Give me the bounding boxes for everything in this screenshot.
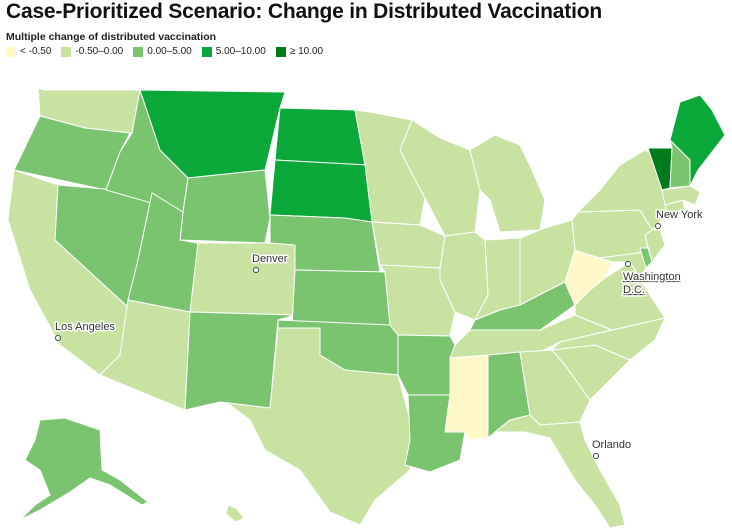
- city-new-york: New York: [655, 208, 704, 229]
- legend-label: < -0.50: [20, 46, 52, 57]
- city-label-dc: D.C.: [623, 284, 645, 296]
- city-label-new-york: New York: [656, 209, 703, 221]
- state-sd[interactable]: [269, 159, 373, 223]
- legend-label: -0.50–0.00: [75, 46, 124, 57]
- legend-item-neg050-000: -0.50–0.00: [61, 46, 123, 57]
- state-hi[interactable]: [225, 504, 245, 523]
- city-label-denver: Denver: [252, 253, 288, 265]
- state-nj[interactable]: [644, 229, 666, 263]
- city-dot: [655, 223, 661, 229]
- state-ar[interactable]: [397, 334, 456, 396]
- state-mi[interactable]: [469, 134, 546, 233]
- legend-swatch: [133, 46, 144, 57]
- state-ms[interactable]: [444, 354, 489, 441]
- city-dot: [55, 335, 61, 341]
- state-az[interactable]: [99, 299, 191, 411]
- legend-item-000-500: 0.00–5.00: [133, 46, 192, 57]
- legend-swatch: [201, 46, 212, 57]
- state-pa[interactable]: [571, 209, 653, 259]
- city-dot: [593, 453, 599, 459]
- state-ia[interactable]: [371, 221, 446, 269]
- state-nd[interactable]: [274, 107, 366, 166]
- legend-label: 0.00–5.00: [147, 46, 192, 57]
- legend-swatch: [6, 46, 16, 57]
- legend-label: ≥ 10.00: [289, 46, 324, 57]
- legend: < -0.50 -0.50–0.00 0.00–5.00 5.00–10.00 …: [6, 46, 323, 57]
- state-fl[interactable]: [494, 414, 626, 529]
- legend-title: Multiple change of distributed vaccinati…: [6, 31, 217, 43]
- city-denver: Denver: [251, 252, 289, 273]
- city-washington-dc: Washington D.C.: [622, 261, 682, 298]
- city-label-los-angeles: Los Angeles: [55, 321, 115, 333]
- legend-swatch: [61, 46, 72, 57]
- city-los-angeles: Los Angeles: [54, 320, 117, 341]
- state-wy[interactable]: [179, 169, 271, 244]
- city-dot: [625, 261, 631, 267]
- city-label-orlando: Orlando: [592, 439, 631, 451]
- state-ks[interactable]: [291, 269, 391, 326]
- city-orlando: Orlando: [591, 438, 633, 459]
- state-tx[interactable]: [219, 327, 411, 526]
- legend-item-500-1000: 5.00–10.00: [201, 46, 266, 57]
- city-dot: [253, 267, 259, 273]
- legend-label: 5.00–10.00: [215, 46, 266, 57]
- state-ak[interactable]: [19, 417, 149, 521]
- city-label-washington: Washington: [623, 271, 681, 283]
- legend-swatch: [275, 46, 286, 57]
- legend-item-ge-1000: ≥ 10.00: [275, 46, 324, 57]
- map-title: Case-Prioritized Scenario: Change in Dis…: [6, 0, 602, 23]
- legend-item-lt-neg050: < -0.50: [6, 46, 51, 57]
- state-me[interactable]: [669, 94, 726, 187]
